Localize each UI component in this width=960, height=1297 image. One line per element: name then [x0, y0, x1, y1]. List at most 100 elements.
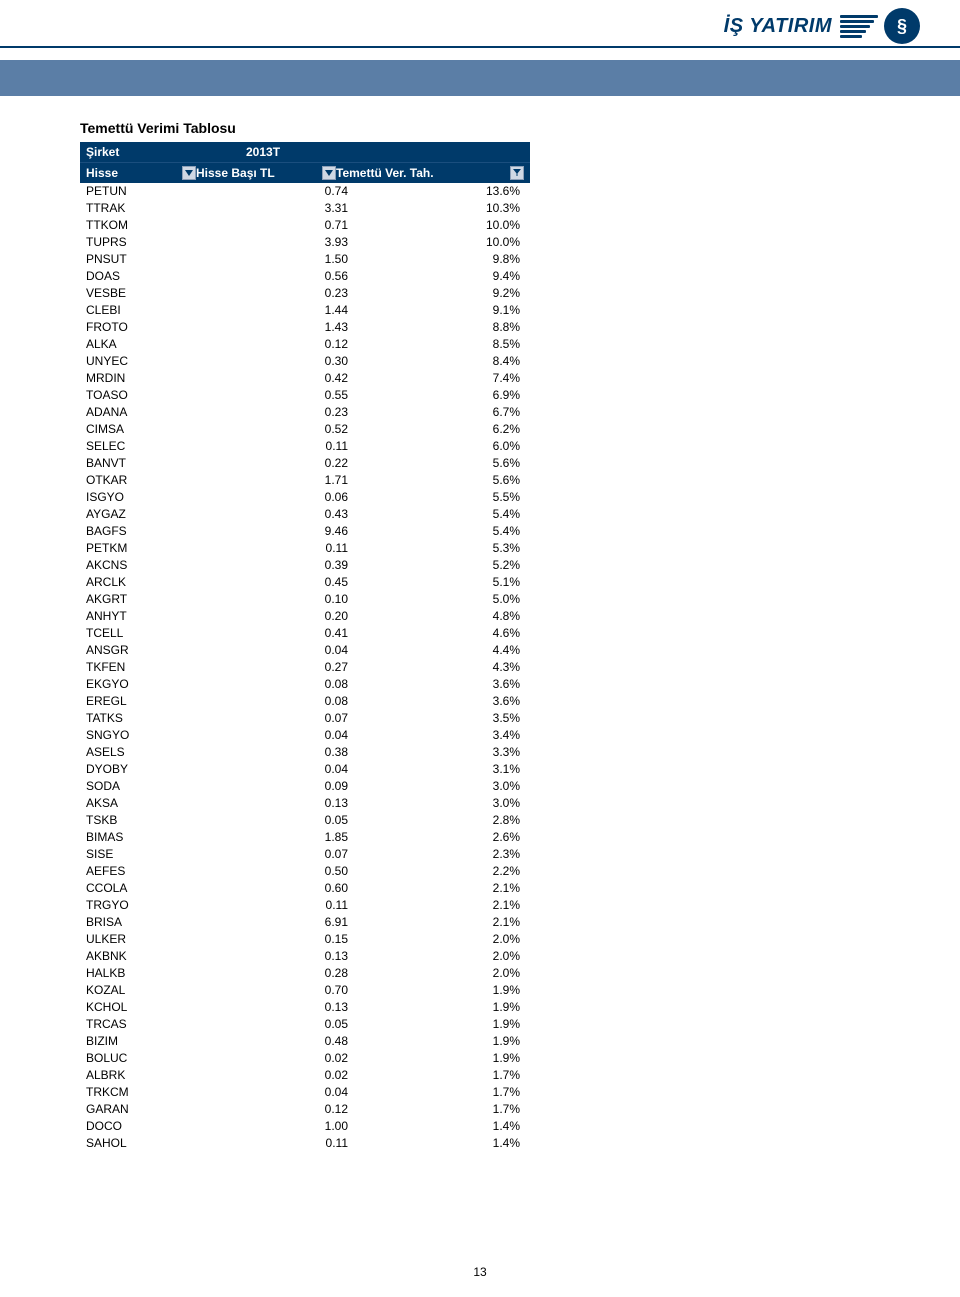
cell-ticker: ALBRK	[80, 1067, 202, 1084]
table-row: BOLUC0.021.9%	[80, 1050, 530, 1067]
cell-ticker: EKGYO	[80, 676, 202, 693]
col-header-price[interactable]: Hisse Başı TL	[196, 166, 336, 180]
cell-price: 0.39	[202, 557, 388, 574]
cell-price: 0.04	[202, 761, 388, 778]
cell-yield: 9.4%	[388, 268, 530, 285]
cell-yield: 6.0%	[388, 438, 530, 455]
cell-ticker: AYGAZ	[80, 506, 202, 523]
cell-ticker: VESBE	[80, 285, 202, 302]
table-row: TRGYO0.112.1%	[80, 897, 530, 914]
cell-ticker: AKCNS	[80, 557, 202, 574]
cell-price: 0.02	[202, 1067, 388, 1084]
cell-yield: 2.1%	[388, 880, 530, 897]
table-row: TCELL0.414.6%	[80, 625, 530, 642]
table-row: OTKAR1.715.6%	[80, 472, 530, 489]
cell-price: 0.60	[202, 880, 388, 897]
cell-price: 1.50	[202, 251, 388, 268]
table-header-row1: Şirket 2013T	[80, 142, 530, 162]
cell-price: 0.09	[202, 778, 388, 795]
table-row: TTKOM0.7110.0%	[80, 217, 530, 234]
sort-desc-icon[interactable]	[510, 166, 524, 180]
cell-yield: 2.0%	[388, 931, 530, 948]
cell-yield: 13.6%	[388, 183, 530, 200]
table-row: DOAS0.569.4%	[80, 268, 530, 285]
cell-ticker: OTKAR	[80, 472, 202, 489]
table-row: ALBRK0.021.7%	[80, 1067, 530, 1084]
cell-ticker: KCHOL	[80, 999, 202, 1016]
cell-price: 0.04	[202, 727, 388, 744]
dropdown-icon[interactable]	[322, 166, 336, 180]
table-row: DYOBY0.043.1%	[80, 761, 530, 778]
cell-ticker: FROTO	[80, 319, 202, 336]
cell-price: 0.43	[202, 506, 388, 523]
cell-price: 0.70	[202, 982, 388, 999]
cell-ticker: ADANA	[80, 404, 202, 421]
cell-ticker: ARCLK	[80, 574, 202, 591]
col-header-price-label: Hisse Başı TL	[196, 166, 275, 180]
cell-price: 0.11	[202, 540, 388, 557]
cell-price: 0.02	[202, 1050, 388, 1067]
cell-price: 3.93	[202, 234, 388, 251]
table-row: EKGYO0.083.6%	[80, 676, 530, 693]
dropdown-icon[interactable]	[182, 166, 196, 180]
cell-ticker: ANSGR	[80, 642, 202, 659]
cell-price: 0.38	[202, 744, 388, 761]
col-header-yield[interactable]: Temettü Ver. Tah.	[336, 166, 524, 180]
col-header-hisse-label: Hisse	[86, 166, 118, 180]
dividend-yield-table: PETUN0.7413.6%TTRAK3.3110.3%TTKOM0.7110.…	[80, 183, 530, 1152]
table-row: DOCO1.001.4%	[80, 1118, 530, 1135]
cell-ticker: TATKS	[80, 710, 202, 727]
cell-price: 0.05	[202, 1016, 388, 1033]
cell-ticker: TTKOM	[80, 217, 202, 234]
cell-yield: 2.6%	[388, 829, 530, 846]
table-row: SODA0.093.0%	[80, 778, 530, 795]
table-row: CLEBI1.449.1%	[80, 302, 530, 319]
cell-price: 0.04	[202, 642, 388, 659]
table-row: TUPRS3.9310.0%	[80, 234, 530, 251]
cell-yield: 6.2%	[388, 421, 530, 438]
table-row: BAGFS9.465.4%	[80, 523, 530, 540]
table-row: AKBNK0.132.0%	[80, 948, 530, 965]
cell-price: 0.05	[202, 812, 388, 829]
col-header-hisse[interactable]: Hisse	[86, 166, 196, 180]
cell-yield: 2.1%	[388, 914, 530, 931]
cell-ticker: TCELL	[80, 625, 202, 642]
table-row: BIMAS1.852.6%	[80, 829, 530, 846]
cell-yield: 5.4%	[388, 523, 530, 540]
cell-yield: 10.0%	[388, 234, 530, 251]
cell-ticker: CCOLA	[80, 880, 202, 897]
cell-ticker: PNSUT	[80, 251, 202, 268]
cell-ticker: TTRAK	[80, 200, 202, 217]
cell-price: 0.23	[202, 404, 388, 421]
cell-ticker: BAGFS	[80, 523, 202, 540]
cell-yield: 1.9%	[388, 999, 530, 1016]
cell-price: 3.31	[202, 200, 388, 217]
cell-yield: 1.7%	[388, 1067, 530, 1084]
cell-yield: 5.1%	[388, 574, 530, 591]
cell-price: 0.11	[202, 1135, 388, 1152]
cell-price: 0.11	[202, 438, 388, 455]
cell-ticker: TOASO	[80, 387, 202, 404]
cell-price: 0.52	[202, 421, 388, 438]
cell-ticker: AKBNK	[80, 948, 202, 965]
cell-ticker: BIZIM	[80, 1033, 202, 1050]
cell-yield: 8.5%	[388, 336, 530, 353]
cell-price: 0.48	[202, 1033, 388, 1050]
header-divider	[0, 46, 960, 48]
cell-ticker: ISGYO	[80, 489, 202, 506]
cell-ticker: DOCO	[80, 1118, 202, 1135]
cell-yield: 5.2%	[388, 557, 530, 574]
cell-price: 0.04	[202, 1084, 388, 1101]
cell-yield: 1.4%	[388, 1118, 530, 1135]
cell-yield: 3.5%	[388, 710, 530, 727]
cell-price: 1.00	[202, 1118, 388, 1135]
cell-yield: 2.1%	[388, 897, 530, 914]
table-row: FROTO1.438.8%	[80, 319, 530, 336]
table-row: ASELS0.383.3%	[80, 744, 530, 761]
table-row: GARAN0.121.7%	[80, 1101, 530, 1118]
cell-ticker: ANHYT	[80, 608, 202, 625]
cell-yield: 1.7%	[388, 1084, 530, 1101]
cell-yield: 5.5%	[388, 489, 530, 506]
table-row: TTRAK3.3110.3%	[80, 200, 530, 217]
table-row: MRDIN0.427.4%	[80, 370, 530, 387]
